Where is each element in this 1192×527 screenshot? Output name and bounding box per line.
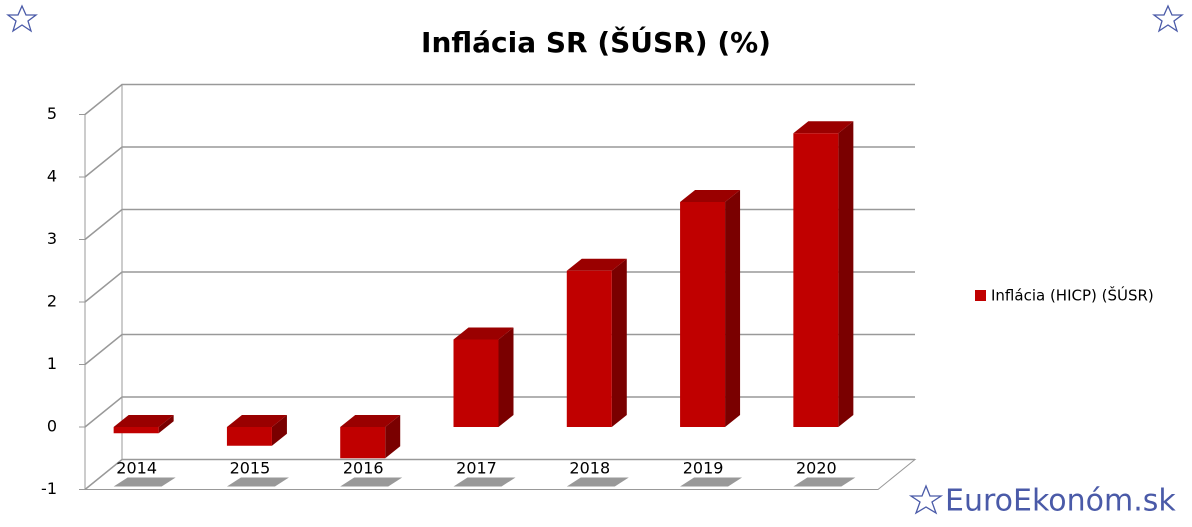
x-tick-label: 2018 [569,459,610,478]
bar-shadow [793,477,856,487]
bar [566,270,612,427]
bar-shadow [340,477,403,487]
y-tick-label: -1 [41,479,57,498]
bar [340,427,386,459]
bar-side [498,327,514,427]
bar-shadow [226,477,289,487]
grid-line [84,458,915,491]
x-tick-label: 2020 [796,459,837,478]
chart-title: Inflácia SR (ŠÚSR) (%) [421,25,771,59]
x-tick-label: 2017 [456,459,497,478]
grid-line [84,208,915,241]
bar-side [385,415,401,459]
y-tick-label: 4 [47,167,57,186]
legend-swatch [975,290,986,301]
bar-side [271,415,287,446]
bar-top [566,258,627,271]
bar-side [158,415,174,434]
bar-top [340,415,401,427]
grid-line [84,333,915,366]
grid-line [84,396,915,428]
star-icon [908,484,944,515]
y-tick-label: 5 [47,104,57,123]
bar-side [725,190,741,427]
bar-shadow [566,477,629,487]
bar-side [838,121,854,427]
bar-shadow [680,477,743,487]
y-tick-label: 1 [47,354,57,373]
star-icon [1152,4,1184,33]
bar-top [793,121,854,134]
bar [453,339,499,427]
bar [793,133,839,427]
bar-side [611,258,627,427]
star-icon [6,4,38,33]
bar-shadow [113,477,176,487]
x-tick-label: 2019 [683,459,724,478]
x-tick-label: 2015 [230,459,271,478]
bar-shadow [453,477,516,487]
grid-line [84,271,915,303]
bar-top [113,415,174,427]
x-tick-label: 2014 [116,459,157,478]
y-tick-label: 0 [47,417,57,436]
legend-label: Inflácia (HICP) (ŠÚSR) [991,286,1154,305]
y-tick-label: 2 [47,292,57,311]
watermark: EuroEkonóm.sk [945,484,1176,519]
grid-line [84,83,915,116]
bar [113,427,159,434]
x-tick-label: 2016 [343,459,384,478]
bar-top [226,415,287,427]
y-tick-label: 3 [47,229,57,248]
bar [226,427,272,446]
bar [680,202,726,427]
bar-top [453,327,514,340]
bar-top [680,190,741,202]
grid-line [84,146,915,178]
